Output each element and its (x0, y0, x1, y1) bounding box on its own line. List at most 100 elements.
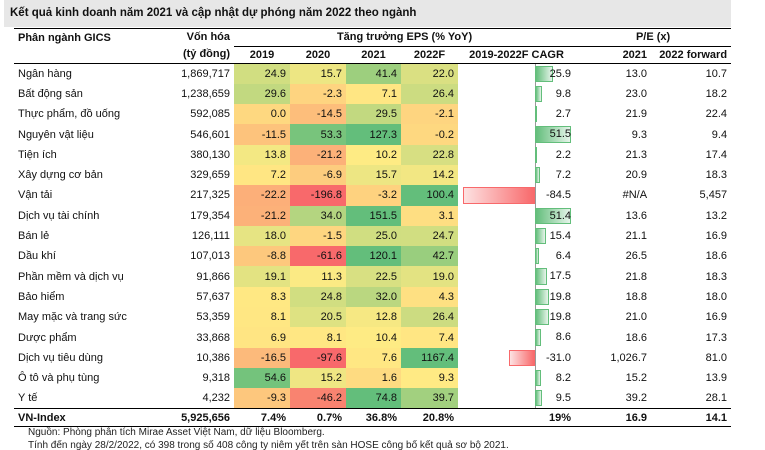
header-mcap-line2: (tỷ đồng) (150, 46, 234, 64)
pe-2022-forward: 16.9 (705, 230, 728, 243)
cagr-value: 2.7 (555, 108, 572, 121)
market-cap: 57,637 (196, 290, 230, 303)
sector-name: Tiện ích (18, 148, 57, 161)
market-cap: 4,232 (202, 392, 230, 405)
eps-growth-2021: 1.6 (346, 367, 401, 389)
eps-growth-2019: 0.0 (234, 104, 290, 125)
cagr-value: 51.4 (549, 209, 572, 222)
eps-growth-2022: 4.3 (401, 286, 458, 308)
market-cap: 380,130 (190, 148, 230, 161)
eps-growth-2022: 22.8 (401, 144, 458, 165)
pe-2021: 21.0 (625, 311, 648, 324)
cagr-bar (535, 309, 549, 326)
eps-growth-2020: -14.5 (290, 104, 346, 125)
cagr-cell: 51.4 (458, 205, 575, 226)
sector-name: Ngân hàng (18, 67, 72, 80)
cagr-bar (535, 207, 571, 224)
pe-2022-forward: 81.0 (705, 351, 728, 364)
sector-name: Dược phẩm (18, 331, 77, 344)
eps-growth-2022: -0.2 (401, 124, 458, 145)
eps-growth-2022: 19.0 (401, 266, 458, 287)
eps-growth-2020: 15.2 (290, 367, 346, 389)
pe-2022-forward: 10.7 (705, 67, 728, 80)
cagr-value: 15.4 (549, 229, 572, 242)
eps-growth-2019: 7.2 (234, 164, 290, 186)
cagr-bar (535, 390, 542, 407)
sector-name: Bán lẻ (18, 230, 50, 243)
table-row: Y tế 4,232 -9.3 -46.2 74.8 39.7 9.5 39.2 28.1 (14, 388, 731, 409)
table-body: Ngân hàng 1,869,717 24.9 15.7 41.4 22.0 25.9 13… (14, 63, 731, 409)
market-cap: 9,318 (202, 372, 230, 385)
header-pe-2022: 2022 forward (651, 46, 732, 64)
table-row: Dịch vụ tài chính 179,354 -21.2 34.0 151.5 3.… (14, 205, 731, 226)
cagr-cell: 8.6 (458, 327, 575, 348)
header-blank (14, 46, 150, 64)
pe-2022-forward: 18.0 (705, 290, 728, 303)
table-row: Dầu khí 107,013 -8.8 -61.6 120.1 42.7 6.4 26.5 1… (14, 246, 731, 267)
pe-2021: 21.3 (625, 148, 648, 161)
total-mcap: 5,925,656 (150, 408, 234, 428)
market-cap: 33,868 (196, 331, 230, 344)
pe-2021: 13.6 (625, 209, 648, 222)
pe-2022-forward: 17.3 (705, 331, 728, 344)
cagr-bar (463, 187, 535, 204)
total-pe-2021: 16.9 (575, 408, 652, 428)
eps-growth-2021: 127.3 (346, 124, 401, 145)
cagr-value: -84.5 (545, 189, 572, 202)
eps-growth-2019: 8.3 (234, 286, 290, 308)
table-row: Thực phẩm, đồ uống 592,085 0.0 -14.5 29.5 -2.… (14, 104, 731, 125)
eps-growth-2022: 24.7 (401, 225, 458, 247)
pe-2021: 26.5 (625, 250, 648, 263)
header-2021: 2021 (346, 46, 401, 64)
eps-growth-2021: 22.5 (346, 266, 401, 287)
pe-2022-forward: 13.2 (705, 209, 728, 222)
header-sector: Phân ngành GICS (14, 28, 150, 46)
pe-2022-forward: 5,457 (699, 189, 728, 202)
eps-growth-2022: 39.7 (401, 388, 458, 409)
pe-2022-forward: 9.4 (711, 128, 728, 141)
eps-growth-2019: 24.9 (234, 63, 290, 84)
eps-growth-2022: 100.4 (401, 185, 458, 206)
cagr-value: 19.8 (549, 290, 572, 303)
header-mcap-line1: Vốn hóa (150, 28, 234, 46)
header-2019: 2019 (234, 46, 290, 64)
header-2022f: 2022F (401, 46, 458, 64)
table-row: Bán lẻ 126,111 18.0 -1.5 25.0 24.7 15.4 21.1 16.… (14, 225, 731, 247)
eps-growth-2021: -3.2 (346, 185, 401, 206)
eps-growth-2022: 14.2 (401, 164, 458, 186)
table-row: Ô tô và phụ tùng 9,318 54.6 15.2 1.6 9.3 8.2 15… (14, 367, 731, 389)
sector-name: Nguyên vật liệu (18, 128, 94, 141)
sector-name: Thực phẩm, đồ uống (18, 108, 121, 121)
pe-2021: 21.1 (625, 230, 648, 243)
sector-name: Xây dựng cơ bản (18, 169, 103, 182)
eps-growth-2020: 24.8 (290, 286, 346, 308)
header-row-2: (tỷ đồng) 2019 2020 2021 2022F 2019-2022… (14, 46, 732, 64)
total-eps-2019: 7.4% (234, 408, 290, 428)
pe-2021: #N/A (622, 189, 648, 202)
eps-growth-2020: -2.3 (290, 83, 346, 105)
sector-name: Dịch vụ tài chính (18, 209, 100, 222)
eps-growth-2019: -21.2 (234, 205, 290, 226)
sector-name: Dầu khí (18, 250, 56, 263)
cagr-cell: 17.5 (458, 266, 575, 287)
cagr-cell: 9.5 (458, 388, 575, 409)
cagr-bar (535, 227, 546, 245)
cagr-value: -31.0 (545, 351, 572, 364)
total-pe-2022: 14.1 (651, 408, 732, 428)
cagr-bar (535, 126, 571, 143)
eps-growth-2021: 32.0 (346, 286, 401, 308)
pe-2022-forward: 18.3 (705, 270, 728, 283)
table-row: Phần mềm và dịch vụ 91,866 19.1 11.3 22.5 19.… (14, 266, 731, 287)
table-row: Nguyên vật liệu 546,601 -11.5 53.3 127.3 -0.2… (14, 124, 731, 145)
eps-growth-2021: 120.1 (346, 246, 401, 267)
pe-2021: 1,026.7 (610, 351, 648, 364)
cagr-value: 51.5 (549, 128, 572, 141)
eps-growth-2020: -196.8 (290, 185, 346, 206)
eps-growth-2021: 25.0 (346, 225, 401, 247)
cagr-cell: 8.2 (458, 367, 575, 389)
cagr-bar (535, 106, 537, 123)
table-row: Dược phẩm 33,868 6.9 8.1 10.4 7.4 8.6 18.6 17.3 (14, 327, 731, 348)
cagr-value: 19.8 (549, 311, 572, 324)
pe-2021: 18.6 (625, 331, 648, 344)
pe-2022-forward: 18.3 (705, 169, 728, 182)
